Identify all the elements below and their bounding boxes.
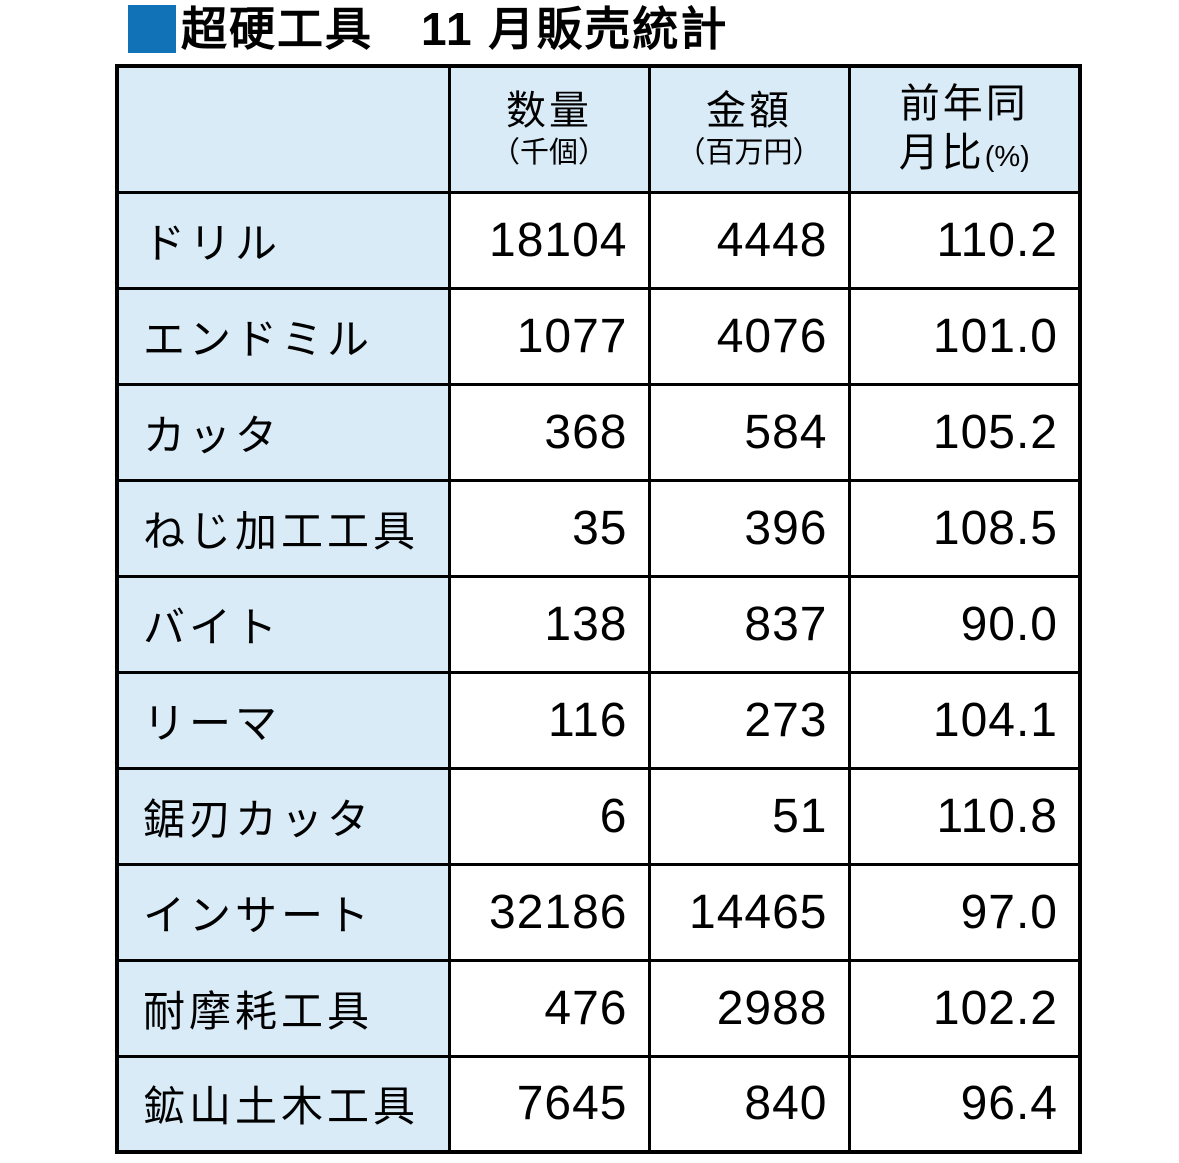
amount-cell: 584 [647, 382, 851, 482]
amount-cell: 14465 [647, 862, 851, 962]
row-label: バイト [115, 574, 451, 674]
yoy-cell: 97.0 [847, 862, 1082, 962]
header-quantity-unit: （千個） [490, 136, 607, 169]
yoy-cell: 90.0 [847, 574, 1082, 674]
header-yoy-line2: 月比 [898, 131, 985, 176]
header-yoy: 前年同 月比(%) [847, 64, 1082, 194]
title-marker-square [128, 5, 176, 54]
table-row: カッタ 368 584 105.2 [115, 382, 1082, 482]
row-label: 鉱山土木工具 [115, 1054, 451, 1154]
amount-cell: 51 [647, 766, 851, 866]
yoy-cell: 108.5 [847, 478, 1082, 578]
header-corner-cell [115, 64, 451, 194]
amount-cell: 4076 [647, 286, 851, 386]
yoy-cell: 110.8 [847, 766, 1082, 866]
header-yoy-unit: (%) [984, 141, 1030, 174]
table-row: 耐摩耗工具 476 2988 102.2 [115, 958, 1082, 1058]
table-row: ねじ加工工具 35 396 108.5 [115, 478, 1082, 578]
row-label: インサート [115, 862, 451, 962]
amount-cell: 273 [647, 670, 851, 770]
amount-cell: 837 [647, 574, 851, 674]
table-row: リーマ 116 273 104.1 [115, 670, 1082, 770]
amount-cell: 840 [647, 1054, 851, 1154]
row-label: カッタ [115, 382, 451, 482]
header-amount-main: 金額 [706, 89, 792, 134]
row-label: ねじ加工工具 [115, 478, 451, 578]
quantity-cell: 6 [447, 766, 651, 866]
table-body: ドリル 18104 4448 110.2 エンドミル 1077 4076 101… [115, 190, 1082, 1154]
header-amount-unit: （百万円） [676, 136, 822, 169]
table-header: 数量 （千個） 金額 （百万円） 前年同 月比(%) [115, 64, 1082, 194]
yoy-cell: 96.4 [847, 1054, 1082, 1154]
yoy-cell: 104.1 [847, 670, 1082, 770]
row-label: ドリル [115, 190, 451, 290]
quantity-cell: 138 [447, 574, 651, 674]
header-quantity-main: 数量 [506, 89, 592, 134]
amount-cell: 2988 [647, 958, 851, 1058]
table-row: 鋸刃カッタ 6 51 110.8 [115, 766, 1082, 866]
quantity-cell: 35 [447, 478, 651, 578]
yoy-cell: 102.2 [847, 958, 1082, 1058]
table-row: 鉱山土木工具 7645 840 96.4 [115, 1054, 1082, 1154]
yoy-cell: 101.0 [847, 286, 1082, 386]
table-row: バイト 138 837 90.0 [115, 574, 1082, 674]
quantity-cell: 7645 [447, 1054, 651, 1154]
row-label: 耐摩耗工具 [115, 958, 451, 1058]
table-row: エンドミル 1077 4076 101.0 [115, 286, 1082, 386]
amount-cell: 396 [647, 478, 851, 578]
table-row: インサート 32186 14465 97.0 [115, 862, 1082, 962]
quantity-cell: 116 [447, 670, 651, 770]
quantity-cell: 476 [447, 958, 651, 1058]
page-title-text: 超硬工具 11 月販売統計 [181, 3, 729, 55]
row-label: リーマ [115, 670, 451, 770]
header-yoy-line1: 前年同 [899, 82, 1029, 127]
quantity-cell: 368 [447, 382, 651, 482]
amount-cell: 4448 [647, 190, 851, 290]
row-label: エンドミル [115, 286, 451, 386]
header-quantity: 数量 （千個） [447, 64, 651, 194]
yoy-cell: 105.2 [847, 382, 1082, 482]
yoy-cell: 110.2 [847, 190, 1082, 290]
sales-stats-table: 数量 （千個） 金額 （百万円） 前年同 月比(%) ドリル 18104 444… [115, 64, 1082, 1154]
header-row: 数量 （千個） 金額 （百万円） 前年同 月比(%) [115, 64, 1082, 194]
table-row: ドリル 18104 4448 110.2 [115, 190, 1082, 290]
quantity-cell: 32186 [447, 862, 651, 962]
quantity-cell: 18104 [447, 190, 651, 290]
quantity-cell: 1077 [447, 286, 651, 386]
header-amount: 金額 （百万円） [647, 64, 851, 194]
row-label: 鋸刃カッタ [115, 766, 451, 866]
page-title: 超硬工具 11 月販売統計 [128, 4, 728, 55]
